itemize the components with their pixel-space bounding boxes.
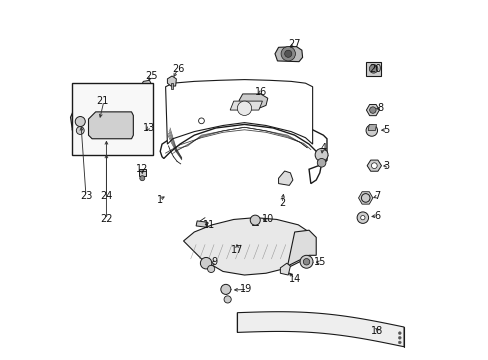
Polygon shape xyxy=(167,76,176,86)
Text: 13: 13 xyxy=(143,123,155,133)
Circle shape xyxy=(76,127,84,134)
Circle shape xyxy=(317,158,325,167)
Text: 7: 7 xyxy=(373,191,380,201)
Text: 11: 11 xyxy=(202,220,214,230)
Text: 12: 12 xyxy=(136,164,148,174)
Circle shape xyxy=(281,46,295,61)
Polygon shape xyxy=(358,192,372,204)
Text: 14: 14 xyxy=(288,274,300,284)
Polygon shape xyxy=(287,230,316,266)
Text: 10: 10 xyxy=(261,215,273,224)
Circle shape xyxy=(303,258,309,265)
Circle shape xyxy=(221,284,230,294)
Circle shape xyxy=(314,148,327,161)
Text: 26: 26 xyxy=(172,64,184,74)
Text: 2: 2 xyxy=(279,198,285,208)
Text: 9: 9 xyxy=(210,257,217,267)
Polygon shape xyxy=(237,312,403,347)
Text: 23: 23 xyxy=(81,191,93,201)
Circle shape xyxy=(250,215,260,225)
Circle shape xyxy=(398,336,400,339)
Polygon shape xyxy=(367,125,376,131)
Text: 15: 15 xyxy=(313,257,325,267)
Text: 18: 18 xyxy=(370,325,383,336)
Polygon shape xyxy=(239,94,267,108)
Polygon shape xyxy=(280,263,290,275)
Text: 5: 5 xyxy=(382,125,388,135)
Polygon shape xyxy=(366,62,380,76)
Circle shape xyxy=(361,194,369,202)
Circle shape xyxy=(300,255,312,268)
Polygon shape xyxy=(140,80,151,90)
Text: 25: 25 xyxy=(145,71,157,81)
Text: 27: 27 xyxy=(288,39,300,49)
Polygon shape xyxy=(366,160,381,171)
Text: 4: 4 xyxy=(320,143,326,153)
Polygon shape xyxy=(274,46,302,62)
Polygon shape xyxy=(88,112,133,139)
Text: 24: 24 xyxy=(100,191,112,201)
Circle shape xyxy=(207,265,214,273)
Circle shape xyxy=(140,176,144,181)
Circle shape xyxy=(356,212,368,224)
Text: 17: 17 xyxy=(231,245,243,255)
Circle shape xyxy=(398,332,400,334)
Text: 21: 21 xyxy=(97,96,109,106)
Polygon shape xyxy=(196,221,207,227)
Circle shape xyxy=(200,257,211,269)
Polygon shape xyxy=(139,130,149,140)
Text: 6: 6 xyxy=(373,211,380,221)
Text: 16: 16 xyxy=(254,87,266,97)
Circle shape xyxy=(371,163,376,168)
Polygon shape xyxy=(160,117,326,184)
Polygon shape xyxy=(165,80,312,144)
Text: 1: 1 xyxy=(157,195,163,205)
FancyBboxPatch shape xyxy=(72,83,153,155)
Polygon shape xyxy=(230,101,262,110)
Circle shape xyxy=(368,64,377,73)
Text: 8: 8 xyxy=(377,103,383,113)
Circle shape xyxy=(398,341,400,344)
Text: 20: 20 xyxy=(368,64,381,74)
Circle shape xyxy=(75,117,85,127)
Text: 3: 3 xyxy=(382,161,388,171)
Text: 22: 22 xyxy=(100,215,112,224)
Polygon shape xyxy=(183,218,308,275)
Circle shape xyxy=(369,107,375,113)
Polygon shape xyxy=(366,104,379,116)
Polygon shape xyxy=(171,83,172,89)
Text: 19: 19 xyxy=(240,284,252,294)
Circle shape xyxy=(284,50,291,57)
Polygon shape xyxy=(139,169,145,176)
Circle shape xyxy=(360,216,364,220)
Polygon shape xyxy=(70,109,126,139)
Circle shape xyxy=(366,125,377,136)
Circle shape xyxy=(224,296,231,303)
Circle shape xyxy=(237,101,251,116)
Polygon shape xyxy=(278,171,292,185)
Circle shape xyxy=(198,118,204,124)
